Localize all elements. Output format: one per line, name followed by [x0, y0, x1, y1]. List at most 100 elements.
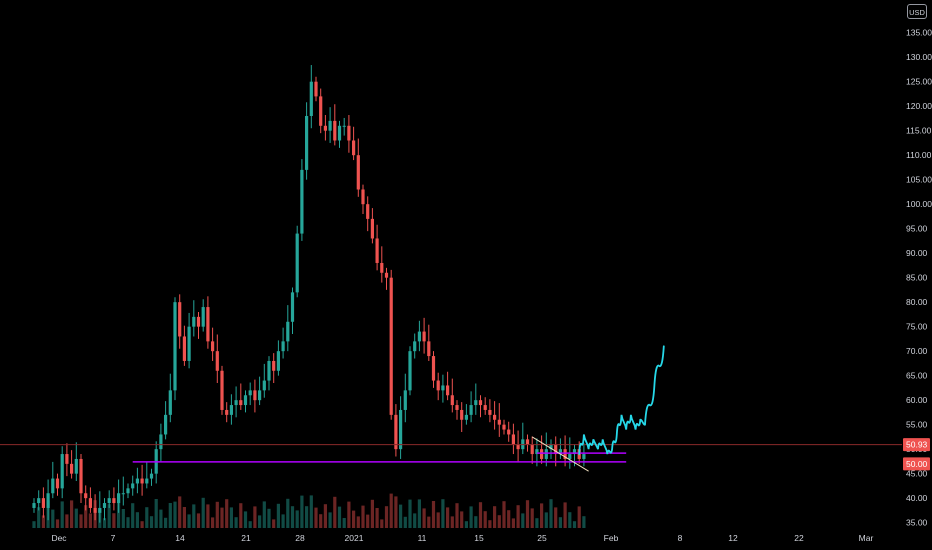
- volume-bar: [413, 513, 417, 528]
- x-tick-label: 7: [111, 533, 116, 543]
- candle-body: [544, 449, 548, 459]
- candle-body: [347, 125, 351, 141]
- candle-body: [333, 120, 337, 141]
- candle-body: [384, 272, 389, 278]
- volume-bar: [192, 504, 196, 528]
- volume-bar: [502, 501, 506, 528]
- volume-bar: [305, 506, 309, 528]
- volume-bar: [389, 493, 393, 528]
- candle-body: [201, 307, 205, 327]
- candle-body: [51, 478, 55, 494]
- volume-bars: [32, 493, 586, 528]
- candle-body: [394, 414, 398, 450]
- price-axis[interactable]: 35.00 40.00 45.0050.00 55.00 60.00 65.00 70.00…: [906, 28, 932, 528]
- candle-body: [84, 493, 88, 499]
- candle-body: [300, 169, 304, 234]
- drawing-overlays: [0, 345, 902, 472]
- volume-bar: [342, 518, 346, 528]
- candle-body: [554, 444, 558, 455]
- volume-bar: [267, 508, 271, 528]
- candle-body: [417, 331, 421, 342]
- volume-bar: [558, 517, 562, 528]
- candle-body: [272, 360, 276, 371]
- candle-body: [422, 331, 426, 342]
- candle-body: [483, 405, 487, 410]
- price-tags: 50.93 50.00: [903, 438, 930, 471]
- volume-bar: [370, 499, 374, 528]
- volume-bar: [173, 501, 177, 528]
- volume-bar: [88, 513, 92, 528]
- volume-bar: [563, 502, 567, 528]
- candle-body: [60, 454, 64, 489]
- candle-body: [225, 409, 229, 415]
- volume-bar: [403, 516, 407, 528]
- candle-body: [474, 400, 478, 406]
- trend-line: [531, 436, 589, 472]
- candle-body: [32, 503, 36, 508]
- volume-bar: [380, 519, 384, 528]
- volume-bar: [507, 510, 511, 528]
- volume-bar: [239, 503, 243, 528]
- candle-body: [502, 424, 506, 430]
- candle-body: [239, 400, 243, 406]
- candle-body: [478, 400, 483, 406]
- candle-body: [366, 204, 370, 219]
- candle-body: [88, 498, 92, 508]
- volume-bar: [431, 501, 436, 528]
- volume-bar: [65, 514, 69, 528]
- volume-bar: [262, 501, 266, 528]
- volume-bar: [131, 503, 135, 528]
- candle-body: [441, 385, 445, 391]
- volume-bar: [37, 507, 41, 528]
- volume-bar: [521, 513, 525, 528]
- volume-bar: [121, 509, 125, 528]
- candle-body: [431, 356, 436, 381]
- candle-body: [211, 341, 215, 352]
- x-tick-label: 22: [794, 533, 804, 543]
- volume-bar: [276, 503, 280, 528]
- volume-bar: [469, 506, 473, 528]
- x-tick-label: 8: [678, 533, 683, 543]
- candle-body: [65, 454, 69, 464]
- candle-body: [511, 434, 515, 445]
- y-tick-label: 75.00: [906, 322, 928, 332]
- volume-bar: [159, 509, 163, 528]
- candle-body: [455, 405, 459, 410]
- volume-bar: [281, 514, 285, 528]
- volume-bar: [441, 499, 445, 528]
- volume-bar: [206, 504, 210, 528]
- candle-body: [243, 395, 248, 406]
- candle-body: [206, 307, 210, 342]
- volume-bar: [145, 507, 149, 528]
- volume-bar: [483, 511, 487, 528]
- candle-body: [530, 444, 534, 455]
- candle-body: [112, 498, 116, 504]
- currency-button[interactable]: USD: [907, 4, 927, 19]
- volume-bar: [544, 512, 548, 528]
- candle-body: [267, 360, 271, 381]
- candle-body: [276, 351, 280, 371]
- candle-body: [286, 321, 290, 342]
- x-tick-label: 2021: [345, 533, 364, 543]
- volume-bar: [215, 501, 219, 528]
- volume-bar: [164, 517, 168, 528]
- candle-body: [446, 385, 450, 396]
- candle-body: [436, 380, 440, 391]
- candle-body: [229, 405, 233, 415]
- candle-body: [540, 449, 544, 459]
- candle-body: [450, 395, 454, 406]
- price-tag-label: 50.00: [906, 459, 928, 469]
- volume-bar: [211, 517, 215, 528]
- candle-body: [427, 341, 431, 357]
- candle-body: [403, 390, 407, 410]
- candle-body: [507, 429, 511, 435]
- y-tick-label: 120.00: [906, 101, 932, 111]
- volume-bar: [32, 521, 36, 528]
- volume-bar: [384, 506, 389, 528]
- time-axis[interactable]: Dec 7 14 21 28 2021 11 15 25 Feb 8 12 22 Mar: [51, 533, 873, 543]
- volume-bar: [243, 511, 248, 528]
- candle-body: [323, 125, 327, 131]
- volume-bar: [525, 500, 530, 528]
- volume-bar: [84, 505, 88, 528]
